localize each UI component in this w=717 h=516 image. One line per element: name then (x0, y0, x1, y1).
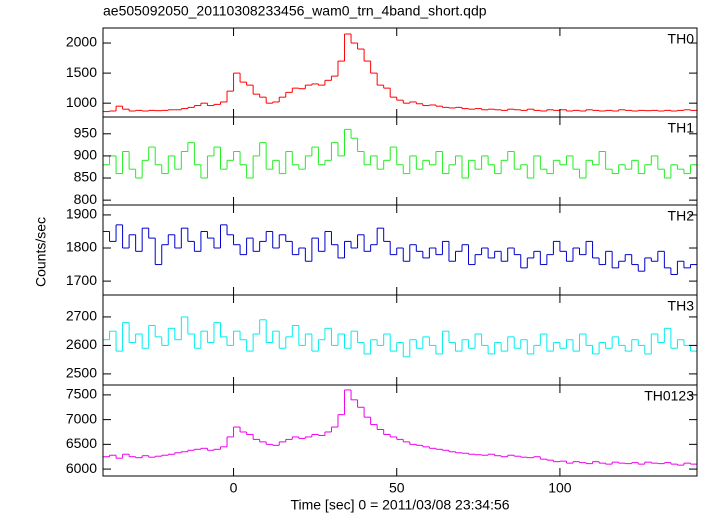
y-tick-label: 2000 (66, 34, 97, 50)
panel-frame (102, 116, 698, 206)
y-tick-label: 2600 (66, 336, 97, 352)
x-tick-label: 50 (389, 480, 405, 496)
panel-frame (102, 384, 698, 477)
chart-title: ae505092050_20110308233456_wam0_trn_4ban… (103, 3, 487, 19)
y-tick-label: 800 (74, 191, 98, 207)
series-group (103, 316, 697, 358)
panel-label: TH2 (668, 208, 695, 224)
panel-label: TH3 (668, 298, 695, 314)
y-tick-label: 2500 (66, 365, 97, 381)
y-tick-label: 6000 (66, 460, 97, 476)
x-tick-label: 100 (548, 480, 572, 496)
panel-label: TH0 (668, 31, 695, 47)
y-tick-label: 850 (74, 169, 98, 185)
y-tick-label: 1500 (66, 64, 97, 80)
panel-frame (102, 27, 698, 118)
step-connector (109, 129, 691, 179)
series-group (103, 128, 697, 179)
panel-label: TH1 (668, 120, 695, 136)
step-connector (109, 316, 691, 357)
y-axis-label: Counts/sec (33, 217, 49, 287)
step-connector (109, 389, 691, 466)
y-tick-label: 7500 (66, 386, 97, 402)
step-connector (109, 224, 691, 275)
y-tick-label: 900 (74, 147, 98, 163)
x-tick-label: 0 (230, 480, 238, 496)
y-tick-label: 950 (74, 125, 98, 141)
series-group (103, 389, 697, 466)
y-tick-label: 2700 (66, 308, 97, 324)
y-tick-label: 6500 (66, 435, 97, 451)
series-group (103, 224, 697, 275)
x-axis-label: Time [sec] 0 = 2011/03/08 23:34:56 (290, 497, 509, 513)
series-group (103, 33, 697, 113)
panel-frame (102, 294, 698, 386)
panel-label: TH0123 (644, 388, 694, 404)
y-tick-label: 1900 (66, 206, 97, 222)
y-tick-label: 1000 (66, 94, 97, 110)
y-tick-label: 1700 (66, 272, 97, 288)
panel-frame (102, 204, 698, 296)
y-tick-label: 1800 (66, 239, 97, 255)
y-tick-label: 7000 (66, 410, 97, 426)
